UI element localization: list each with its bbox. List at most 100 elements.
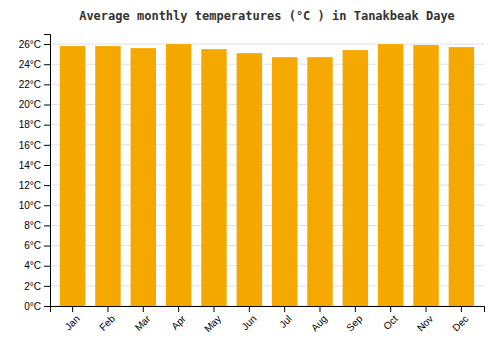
y-tick: 2°C <box>24 281 50 292</box>
y-tick: 26°C <box>19 39 50 50</box>
bar <box>60 46 85 306</box>
x-tick-label: Feb <box>97 313 117 333</box>
y-tick-label: 8°C <box>24 220 41 231</box>
y-tick-mark <box>44 125 50 126</box>
x-tick: Sep <box>344 306 365 333</box>
x-tick-label: Nov <box>415 313 435 333</box>
x-tick-label: Jul <box>277 313 294 330</box>
y-tick-label: 0°C <box>24 301 41 312</box>
y-tick: 12°C <box>19 180 50 191</box>
bar <box>201 49 226 306</box>
chart: 0°C 2°C 4°C 6°C 8°C 10°C 12°C 14°C 16°C 18°C 20°C 2… <box>0 0 500 350</box>
y-axis-line <box>44 35 51 307</box>
y-tick-label: 24°C <box>19 59 41 70</box>
y-tick-label: 6°C <box>24 240 41 251</box>
bar <box>449 47 474 306</box>
x-axis-line <box>51 307 485 313</box>
x-tick-label: Dec <box>450 313 470 333</box>
x-tick-label: Oct <box>381 313 400 332</box>
y-tick-label: 12°C <box>19 180 41 191</box>
x-tick-mark <box>461 306 462 312</box>
y-tick-mark <box>44 246 50 247</box>
grid-line <box>50 44 484 45</box>
x-tick-mark <box>320 306 321 312</box>
y-tick-label: 26°C <box>19 39 41 50</box>
x-tick: Mar <box>133 306 153 333</box>
y-tick-label: 16°C <box>19 140 41 151</box>
x-tick-mark <box>284 306 285 312</box>
x-tick-mark <box>143 306 144 312</box>
bar <box>166 44 191 306</box>
bar <box>237 53 262 306</box>
y-tick-label: 4°C <box>24 260 41 271</box>
y-tick-mark <box>44 145 50 146</box>
y-tick: 8°C <box>24 220 50 231</box>
x-tick-label: Jan <box>63 313 82 332</box>
plot: 0°C 2°C 4°C 6°C 8°C 10°C 12°C 14°C 16°C 18°C 20°C 2… <box>19 35 485 335</box>
x-tick-label: Jun <box>239 313 258 332</box>
y-tick-mark <box>44 44 50 45</box>
bar <box>95 46 120 306</box>
y-tick: 24°C <box>19 59 50 70</box>
x-tick: Aug <box>309 306 329 333</box>
x-tick: Feb <box>97 306 117 333</box>
x-tick-mark <box>72 306 73 312</box>
y-tick-label: 20°C <box>19 99 41 110</box>
y-tick-mark <box>44 205 50 206</box>
x-tick: Jan <box>63 306 82 332</box>
x-tick-label: Aug <box>309 313 329 333</box>
x-tick: Nov <box>415 306 435 333</box>
y-tick: 4°C <box>24 260 50 271</box>
x-axis: Jan Feb Mar Apr May Jun Jul Aug Sep Oct Nov Dec <box>51 306 485 334</box>
bar <box>378 44 403 306</box>
bar <box>272 57 297 306</box>
y-tick-mark <box>44 64 50 65</box>
y-tick-mark <box>44 286 50 287</box>
y-tick-mark <box>44 225 50 226</box>
y-axis: 0°C 2°C 4°C 6°C 8°C 10°C 12°C 14°C 16°C 18°C 20°C 2… <box>19 35 51 312</box>
x-tick: Apr <box>169 306 188 332</box>
x-tick: Oct <box>381 306 400 332</box>
x-tick: Jun <box>239 306 258 332</box>
x-tick-mark <box>390 306 391 312</box>
x-tick: Dec <box>450 306 470 333</box>
title: Average monthly temperatures (°C ) in Ta… <box>79 9 455 23</box>
y-tick: 22°C <box>19 79 50 90</box>
x-tick-mark <box>213 306 214 312</box>
y-tick: 6°C <box>24 240 50 251</box>
y-tick-mark <box>44 306 50 307</box>
bars <box>60 44 474 306</box>
y-tick: 0°C <box>24 301 50 312</box>
x-tick-mark <box>107 306 108 312</box>
x-tick: Jul <box>277 306 294 330</box>
bar <box>131 48 156 306</box>
y-tick-mark <box>44 266 50 267</box>
y-tick-label: 18°C <box>19 119 41 130</box>
x-tick-mark <box>355 306 356 312</box>
y-tick-label: 22°C <box>19 79 41 90</box>
x-tick-label: Mar <box>133 313 153 333</box>
y-tick: 20°C <box>19 99 50 110</box>
y-tick: 16°C <box>19 140 50 151</box>
x-tick-mark <box>426 306 427 312</box>
y-tick: 10°C <box>19 200 50 211</box>
y-tick-label: 2°C <box>24 281 41 292</box>
x-tick-label: May <box>202 313 223 334</box>
y-tick-mark <box>44 185 50 186</box>
y-tick-mark <box>44 105 50 106</box>
x-tick-mark <box>178 306 179 312</box>
y-tick-mark <box>44 84 50 85</box>
bar <box>307 57 332 306</box>
grid <box>50 44 484 306</box>
x-tick-mark <box>249 306 250 312</box>
y-tick: 14°C <box>19 160 50 171</box>
y-tick-label: 14°C <box>19 160 41 171</box>
bar <box>343 50 368 306</box>
x-tick-label: Apr <box>169 313 188 332</box>
bar <box>413 45 438 306</box>
y-tick-label: 10°C <box>19 200 41 211</box>
y-tick: 18°C <box>19 119 50 130</box>
y-tick-mark <box>44 165 50 166</box>
x-tick-label: Sep <box>344 313 365 334</box>
x-tick: May <box>202 306 223 334</box>
